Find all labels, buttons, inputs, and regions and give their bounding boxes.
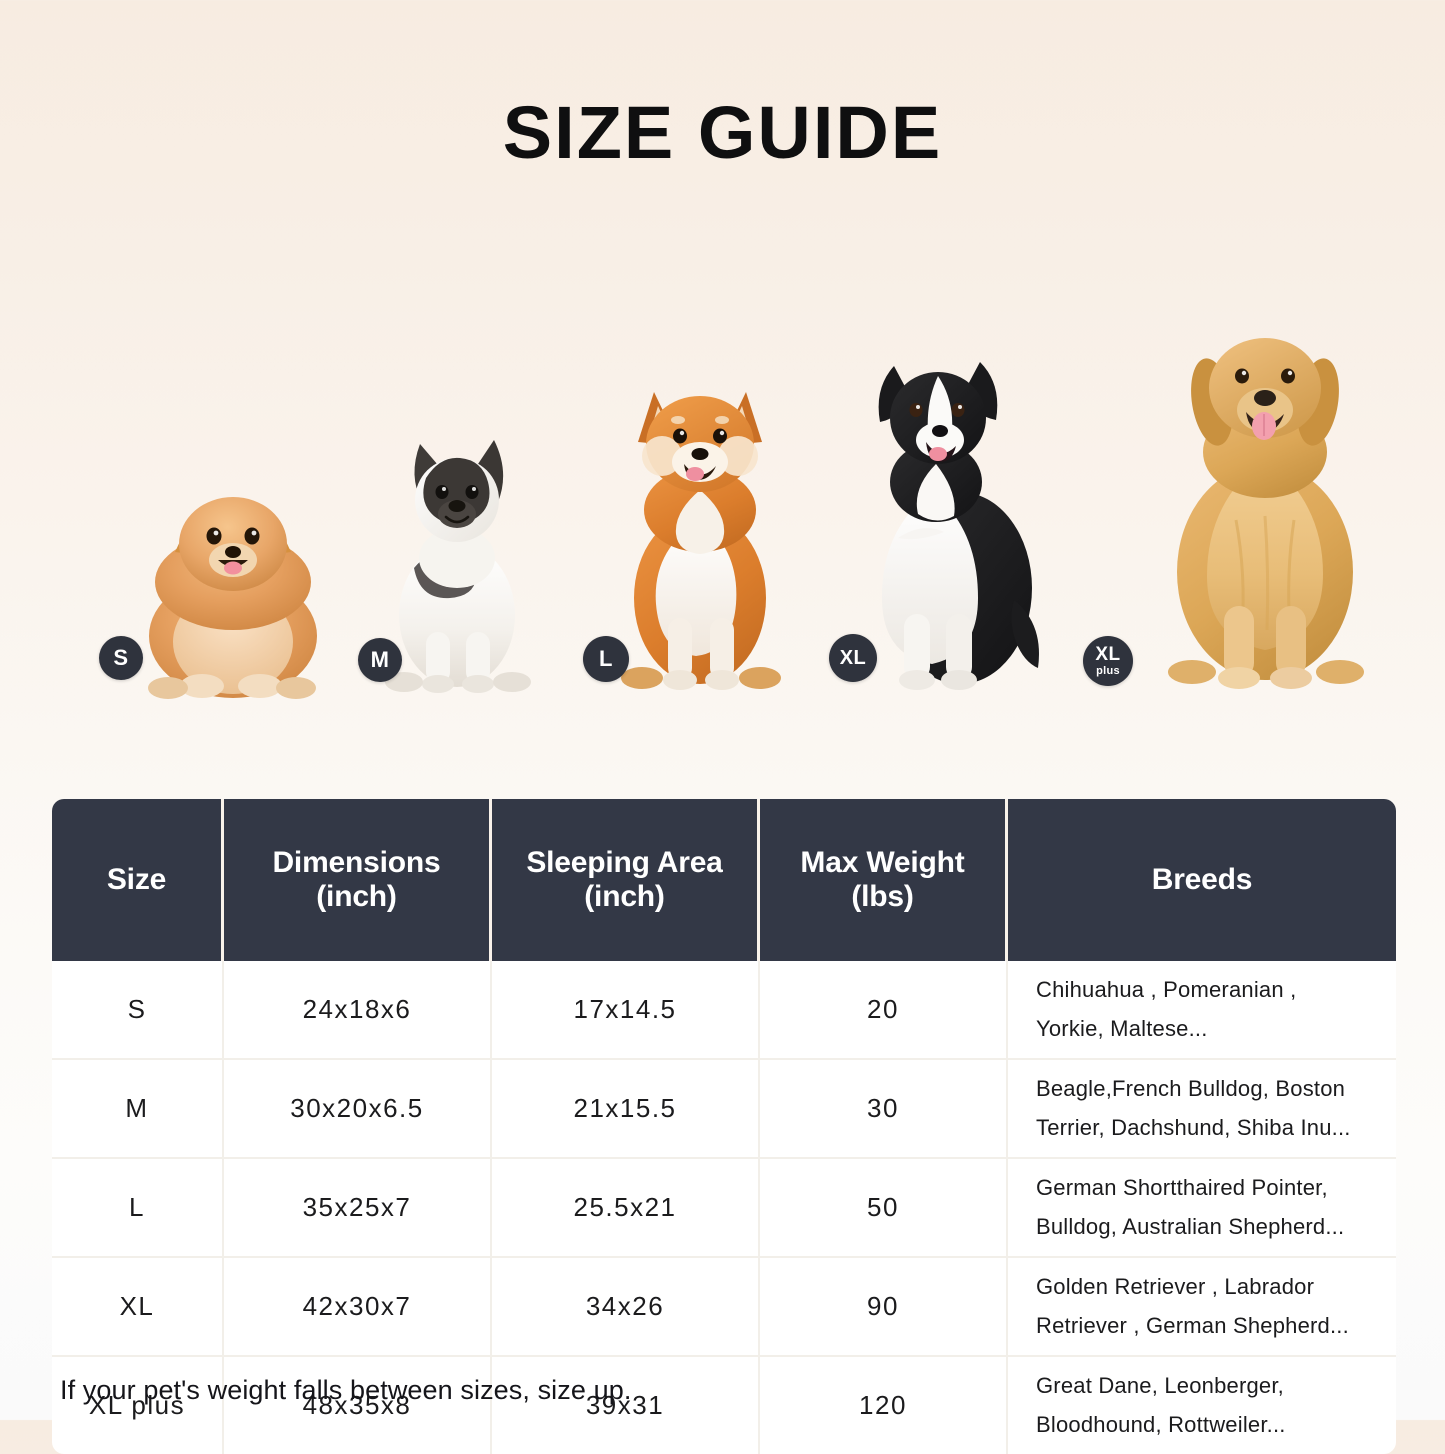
table-row: XL 42x30x7 34x26 90 Golden Retriever , L… [52, 1258, 1396, 1357]
table-row: L 35x25x7 25.5x21 50 German Shortthaired… [52, 1159, 1396, 1258]
cell-size: XL [52, 1258, 224, 1357]
cell-dims: 35x25x7 [224, 1159, 492, 1258]
cell-size: M [52, 1060, 224, 1159]
column-header-max-weight-line1: Max Weight [800, 846, 965, 880]
column-header-dimensions-line2: (inch) [316, 880, 397, 913]
size-badge-s-label: S [113, 645, 129, 670]
cell-breeds-line1: Great Dane, Leonberger, [1036, 1373, 1284, 1398]
cell-breeds-line2: Bulldog, Australian Shepherd... [1036, 1213, 1345, 1239]
size-badge-xl: XL [829, 634, 877, 682]
table-row: S 24x18x6 17x14.5 20 Chihuahua , Pomeran… [52, 961, 1396, 1060]
cell-breeds-line1: Golden Retriever , Labrador [1036, 1274, 1315, 1299]
cell-sleep: 34x26 [492, 1258, 760, 1357]
column-header-sleeping-area: Sleeping Area (inch) [492, 799, 760, 961]
cell-breeds-line1: Beagle,French Bulldog, Boston [1036, 1076, 1346, 1101]
page-title: SIZE GUIDE [502, 91, 943, 174]
cell-sleep: 21x15.5 [492, 1060, 760, 1159]
cell-breeds: Great Dane, Leonberger, Bloodhound, Rott… [1008, 1357, 1396, 1454]
column-header-dimensions-line1: Dimensions [272, 846, 441, 880]
size-badge-xl-plus-label: XL [1095, 644, 1121, 665]
table-row: M 30x20x6.5 21x15.5 30 Beagle,French Bul… [52, 1060, 1396, 1159]
cell-sleep: 17x14.5 [492, 961, 760, 1060]
cell-breeds: Chihuahua , Pomeranian , Yorkie, Maltese… [1008, 961, 1396, 1060]
cell-breeds-line2: Yorkie, Maltese... [1036, 1015, 1208, 1041]
size-badge-xl-label: XL [839, 647, 867, 669]
cell-breeds-line2: Retriever , German Shepherd... [1036, 1312, 1349, 1338]
size-badge-s: S [99, 636, 143, 680]
cell-breeds: German Shortthaired Pointer, Bulldog, Au… [1008, 1159, 1396, 1258]
cell-weight: 90 [760, 1258, 1008, 1357]
cell-weight: 50 [760, 1159, 1008, 1258]
size-badge-xl-plus-sublabel: plus [1096, 665, 1120, 677]
size-guide-table: Size Dimensions (inch) Sleeping Area (in… [52, 799, 1396, 1454]
french-bulldog-illustration [385, 440, 531, 693]
column-header-size-line1: Size [106, 863, 167, 897]
dog-slot-xl-plus [1140, 310, 1390, 700]
size-badge-l: L [583, 636, 629, 682]
column-header-sleeping-area-line2: (inch) [584, 880, 665, 913]
size-badge-xl-plus: XL plus [1083, 636, 1133, 686]
dog-slot-l [590, 350, 810, 700]
column-header-sleeping-area-line1: Sleeping Area [526, 846, 723, 880]
cell-weight: 120 [760, 1357, 1008, 1454]
column-header-breeds: Breeds [1008, 799, 1396, 961]
column-header-max-weight: Max Weight (lbs) [760, 799, 1008, 961]
size-badge-m-label: M [370, 647, 390, 672]
dog-slot-xl [828, 332, 1058, 700]
footer-note: If your pet's weight falls between sizes… [60, 1375, 632, 1405]
cell-sleep: 25.5x21 [492, 1159, 760, 1258]
column-header-breeds-line1: Breeds [1151, 863, 1253, 897]
cell-size: S [52, 961, 224, 1060]
cell-breeds: Golden Retriever , Labrador Retriever , … [1008, 1258, 1396, 1357]
cell-weight: 20 [760, 961, 1008, 1060]
cell-dims: 30x20x6.5 [224, 1060, 492, 1159]
column-header-size: Size [52, 799, 224, 961]
cell-breeds: Beagle,French Bulldog, Boston Terrier, D… [1008, 1060, 1396, 1159]
cell-size: L [52, 1159, 224, 1258]
size-badge-m: M [358, 638, 402, 682]
cell-breeds-line1: German Shortthaired Pointer, [1036, 1175, 1328, 1200]
cell-breeds-line2: Terrier, Dachshund, Shiba Inu... [1036, 1114, 1351, 1140]
column-header-max-weight-line2: (lbs) [851, 880, 914, 913]
border-collie-illustration [878, 362, 1039, 690]
dog-slot-s [128, 460, 338, 700]
dog-slot-m [362, 400, 552, 700]
cell-dims: 24x18x6 [224, 961, 492, 1060]
table-header-row: Size Dimensions (inch) Sleeping Area (in… [52, 799, 1396, 961]
cell-breeds-line2: Bloodhound, Rottweiler... [1036, 1411, 1286, 1437]
golden-retriever-illustration [1168, 338, 1364, 689]
dog-size-comparison-row: S [0, 300, 1445, 700]
column-header-dimensions: Dimensions (inch) [224, 799, 492, 961]
pomeranian-illustration [148, 497, 317, 699]
cell-weight: 30 [760, 1060, 1008, 1159]
shiba-inu-illustration [621, 392, 781, 690]
cell-dims: 42x30x7 [224, 1258, 492, 1357]
size-badge-l-label: L [599, 646, 613, 671]
cell-breeds-line1: Chihuahua , Pomeranian , [1036, 977, 1297, 1002]
